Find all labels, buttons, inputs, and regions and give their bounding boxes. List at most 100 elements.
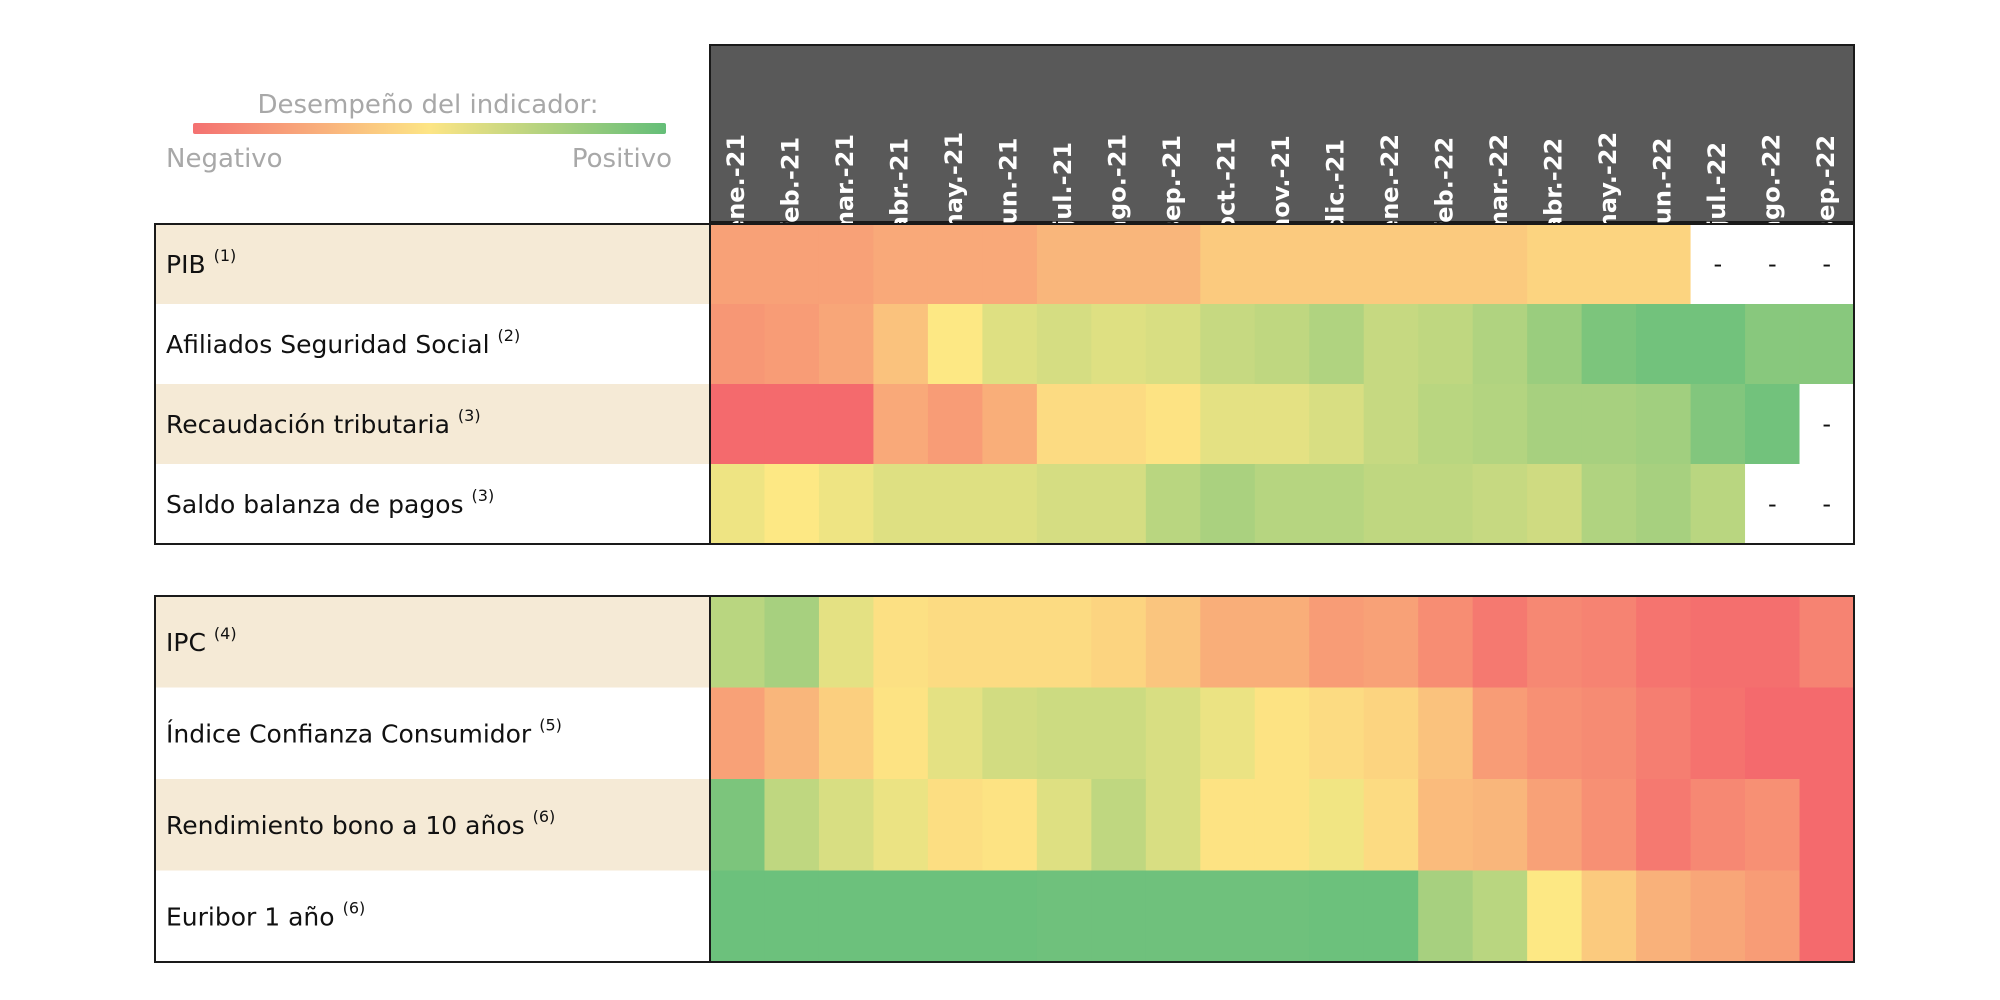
heatmap-cell-empty <box>1745 464 1801 544</box>
heatmap-cell <box>710 224 765 304</box>
row-footnote-ref: (1) <box>214 246 237 265</box>
month-header-feb-21: feb.-21 <box>777 137 805 233</box>
row-afiliados-seguridad-social: Afiliados Seguridad Social (2) <box>155 304 1855 384</box>
heatmap-cell <box>1091 779 1147 871</box>
heatmap-cell <box>1472 464 1528 544</box>
month-header-oct-21: oct.-21 <box>1213 138 1241 233</box>
month-header-ene-21: ene.-21 <box>722 134 750 236</box>
heatmap-cell <box>927 304 983 384</box>
month-header-band <box>709 44 1855 223</box>
row-label: Recaudación tributaria <box>166 410 450 439</box>
month-header-ago-22: ago.-22 <box>1757 134 1785 236</box>
month-header-sep-21: sep.-21 <box>1158 135 1186 235</box>
row-label-bg <box>155 224 710 304</box>
heatmap-cell-empty <box>1690 224 1746 304</box>
row-footnote-ref: (3) <box>472 486 495 505</box>
heatmap-groups: PIB (1) - - - Afiliados Seguridad Social (2) Re… <box>154 223 1855 963</box>
heatmap-cell <box>1363 779 1419 871</box>
heatmap-cell <box>1091 870 1147 962</box>
heatmap-cell <box>1363 384 1419 464</box>
heatmap-cell <box>1418 384 1474 464</box>
row-label: Afiliados Seguridad Social <box>166 330 490 359</box>
heatmap-cell <box>1036 224 1092 304</box>
heatmap-cell <box>764 304 820 384</box>
heatmap-cell <box>1309 304 1365 384</box>
row-label: PIB <box>166 250 206 279</box>
heatmap-cell <box>1200 596 1256 688</box>
missing-value-dash: - <box>1713 250 1722 278</box>
row-label-bg <box>155 596 710 688</box>
row-label-bg <box>155 384 710 464</box>
missing-value-dash: - <box>1822 410 1831 438</box>
heatmap-cell <box>927 384 983 464</box>
heatmap-cell <box>1254 596 1310 688</box>
heatmap-cell <box>1745 304 1801 384</box>
heatmap-cell <box>1527 224 1583 304</box>
heatmap-cell <box>1418 779 1474 871</box>
heatmap-cell <box>1036 870 1092 962</box>
heatmap-cell-empty <box>1745 224 1801 304</box>
heatmap-cell <box>818 224 874 304</box>
heatmap-cell <box>1690 596 1746 688</box>
heatmap-cell <box>1363 304 1419 384</box>
heatmap-cell <box>1145 464 1201 544</box>
heatmap-cell <box>1745 870 1801 962</box>
heatmap-cell <box>1690 384 1746 464</box>
heatmap-cell <box>1472 224 1528 304</box>
heatmap-cell <box>1799 687 1855 779</box>
row-label: Saldo balanza de pagos <box>166 490 464 519</box>
heatmap-cell <box>873 304 929 384</box>
heatmap-cell <box>982 596 1038 688</box>
heatmap-cell <box>1418 596 1474 688</box>
heatmap-cell <box>1636 464 1692 544</box>
month-header-may-21: may.-21 <box>940 132 968 238</box>
heatmap-cell <box>1581 779 1637 871</box>
heatmap-cell <box>1799 870 1855 962</box>
heatmap-cell <box>1363 870 1419 962</box>
group-grid-border <box>709 595 1855 963</box>
heatmap-cell <box>764 596 820 688</box>
heatmap-cell <box>982 464 1038 544</box>
heatmap-cell <box>1036 596 1092 688</box>
row-label: Euribor 1 año <box>166 902 335 931</box>
heatmap-cell <box>818 384 874 464</box>
heatmap-cell <box>1527 596 1583 688</box>
row-label-bg <box>155 304 710 384</box>
row-label-bg <box>155 464 710 544</box>
heatmap-cell <box>1636 596 1692 688</box>
heatmap-cell <box>710 779 765 871</box>
heatmap-cell <box>1799 304 1855 384</box>
heatmap-cell <box>1527 464 1583 544</box>
heatmap-cell <box>1690 870 1746 962</box>
heatmap-cell <box>1091 224 1147 304</box>
heatmap-cell <box>1636 870 1692 962</box>
heatmap-cell <box>710 464 765 544</box>
heatmap-cell <box>1527 870 1583 962</box>
heatmap-cell <box>1472 779 1528 871</box>
month-header-jul-21: jul.-21 <box>1049 142 1077 229</box>
heatmap-cell <box>927 464 983 544</box>
heatmap-cell <box>1472 384 1528 464</box>
heatmap-cell <box>1581 224 1637 304</box>
heatmap-cell <box>1200 304 1256 384</box>
heatmap-cell <box>764 224 820 304</box>
heatmap-cell <box>1145 384 1201 464</box>
heatmap-cell <box>710 304 765 384</box>
heatmap-cell <box>1200 779 1256 871</box>
heatmap-cell-empty <box>1799 224 1855 304</box>
heatmap-cell <box>1309 224 1365 304</box>
row-footnote-ref: (6) <box>533 807 556 826</box>
heatmap-cell <box>764 687 820 779</box>
heatmap-cell <box>1091 304 1147 384</box>
heatmap-cell <box>1145 779 1201 871</box>
heatmap-cell <box>1363 464 1419 544</box>
heatmap-cell <box>1636 384 1692 464</box>
heatmap-cell <box>1418 464 1474 544</box>
heatmap-cell <box>1690 464 1746 544</box>
missing-value-dash: - <box>1822 250 1831 278</box>
heatmap-cell <box>1472 596 1528 688</box>
heatmap-cell <box>818 779 874 871</box>
heatmap-cell <box>1472 870 1528 962</box>
legend-gradient-bar <box>193 123 666 134</box>
